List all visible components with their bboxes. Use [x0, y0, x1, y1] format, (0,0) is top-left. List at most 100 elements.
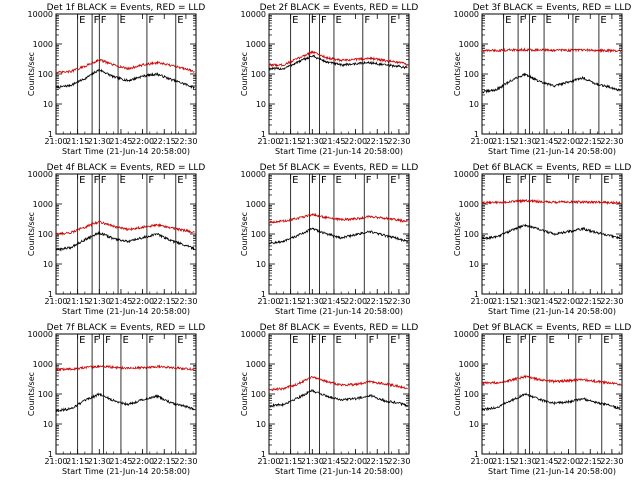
x-tick-label: 22:00 — [344, 137, 367, 146]
time-marker-label: E — [335, 175, 341, 186]
y-tick-label: 1 — [474, 290, 479, 299]
y-tick-label: 1000 — [33, 360, 53, 369]
time-marker-label: E — [292, 175, 298, 186]
y-tick-label: 1 — [261, 290, 266, 299]
chart-panel: Det 7f BLACK = Events, RED = LLD 1 10 100 10… — [27, 323, 205, 476]
x-tick-label: 21:45 — [109, 137, 132, 146]
time-marker-label: E — [603, 335, 609, 346]
y-tick-label: 1000 — [33, 40, 53, 49]
chart-panel: Det 1f BLACK = Events, RED = LLD 1 10 100 10… — [27, 3, 205, 156]
events-series-line — [481, 72, 621, 94]
time-marker-label: F — [148, 15, 154, 26]
x-axis-label: Start Time (21-Jun-14 20:58:00) — [488, 307, 616, 316]
x-tick-label: 22:30 — [387, 297, 410, 306]
time-marker-label: E — [122, 335, 128, 346]
time-marker-label: F — [321, 15, 327, 26]
events-series-line — [268, 227, 408, 245]
x-tick-label: 22:15 — [366, 457, 389, 466]
chart-title: Det 8f BLACK = Events, RED = LLD — [260, 323, 419, 333]
time-marker-label: F — [94, 335, 100, 346]
time-marker-label: E — [335, 15, 341, 26]
y-tick-label: 10000 — [454, 170, 479, 179]
y-tick-label: 10 — [256, 420, 266, 429]
x-tick-label: 21:45 — [109, 297, 132, 306]
plot-frame — [481, 333, 623, 455]
x-tick-label: 21:15 — [492, 137, 515, 146]
x-tick-label: 21:00 — [44, 297, 67, 306]
y-tick-label: 10 — [256, 260, 266, 269]
time-marker-label: F — [520, 335, 526, 346]
time-marker-label: E — [505, 15, 511, 26]
x-axis-label: Start Time (21-Jun-14 20:58:00) — [275, 147, 403, 156]
lld-series-line — [481, 198, 621, 206]
x-tick-label: 21:00 — [44, 137, 67, 146]
y-axis-label: Counts/sec — [453, 372, 462, 416]
plot-frame — [268, 173, 410, 295]
time-marker-label: F — [520, 175, 526, 186]
lld-series-line — [481, 47, 621, 54]
time-marker-label: E — [79, 335, 85, 346]
time-marker-label: E — [177, 335, 183, 346]
time-marker-label: F — [94, 175, 100, 186]
y-tick-label: 1000 — [459, 40, 479, 49]
time-marker-label: E — [335, 335, 341, 346]
x-axis-label: Start Time (21-Jun-14 20:58:00) — [62, 467, 190, 476]
events-series-line — [268, 389, 408, 408]
x-tick-label: 22:15 — [366, 137, 389, 146]
x-tick-label: 21:30 — [88, 137, 111, 146]
plot-frame — [268, 333, 410, 455]
x-tick-label: 21:30 — [301, 137, 324, 146]
time-marker-label: E — [548, 335, 554, 346]
x-tick-label: 21:15 — [279, 297, 302, 306]
y-tick-label: 10000 — [454, 330, 479, 339]
lld-series-line — [55, 220, 195, 236]
x-tick-label: 22:00 — [344, 297, 367, 306]
time-marker-label: F — [101, 175, 107, 186]
plot-frame — [55, 173, 197, 295]
time-marker-label: F — [148, 335, 154, 346]
plot-frame — [55, 333, 197, 455]
x-tick-label: 22:30 — [387, 137, 410, 146]
x-tick-label: 21:15 — [279, 457, 302, 466]
x-tick-label: 21:45 — [322, 457, 345, 466]
x-tick-label: 22:30 — [387, 457, 410, 466]
y-tick-label: 10 — [43, 420, 53, 429]
lld-series-line — [481, 374, 621, 386]
time-marker-label: E — [546, 15, 552, 26]
x-tick-label: 21:45 — [535, 457, 558, 466]
x-tick-label: 21:15 — [66, 457, 89, 466]
y-axis-label: Counts/sec — [453, 212, 462, 256]
plot-frame — [268, 13, 410, 135]
x-tick-label: 21:15 — [66, 297, 89, 306]
chart-panel: Det 9f BLACK = Events, RED = LLD 1 10 100 10… — [453, 323, 631, 476]
y-tick-label: 100 — [464, 70, 479, 79]
x-tick-label: 21:30 — [88, 457, 111, 466]
events-series-line — [55, 392, 195, 413]
x-tick-label: 22:30 — [174, 137, 197, 146]
chart-title: Det 2f BLACK = Events, RED = LLD — [260, 3, 419, 13]
y-tick-label: 10000 — [28, 330, 53, 339]
x-tick-label: 22:30 — [174, 457, 197, 466]
time-marker-label: E — [79, 175, 85, 186]
x-tick-label: 22:15 — [579, 457, 602, 466]
y-tick-label: 10 — [43, 260, 53, 269]
x-tick-label: 21:45 — [109, 457, 132, 466]
time-marker-label: E — [390, 335, 396, 346]
chart-panel: Det 3f BLACK = Events, RED = LLD 1 10 100 10… — [453, 3, 631, 156]
time-marker-label: F — [577, 335, 583, 346]
time-marker-label: E — [79, 15, 85, 26]
y-axis-label: Counts/sec — [240, 372, 249, 416]
lld-series-line — [268, 49, 408, 68]
x-tick-label: 21:45 — [322, 297, 345, 306]
time-marker-label: F — [105, 335, 111, 346]
x-tick-label: 21:15 — [492, 457, 515, 466]
time-marker-label: E — [603, 175, 609, 186]
lld-series-line — [268, 212, 408, 224]
y-tick-label: 10000 — [28, 170, 53, 179]
x-tick-label: 21:45 — [535, 297, 558, 306]
lld-series-line — [55, 364, 195, 372]
time-marker-label: E — [292, 15, 298, 26]
y-tick-label: 1000 — [459, 360, 479, 369]
y-tick-label: 1000 — [33, 200, 53, 209]
